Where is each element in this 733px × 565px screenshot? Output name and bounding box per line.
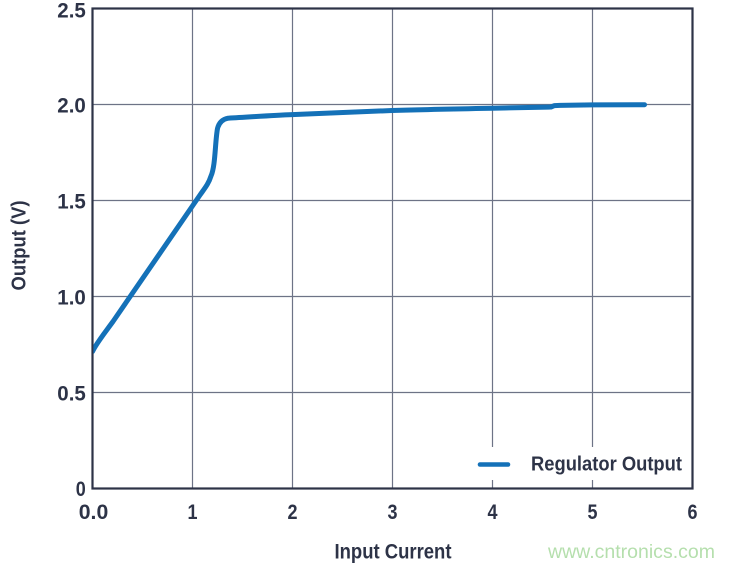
svg-text:6: 6 [688, 501, 698, 524]
svg-text:2.5: 2.5 [57, 0, 86, 23]
svg-text:5: 5 [588, 501, 598, 524]
svg-text:1: 1 [188, 501, 198, 524]
svg-text:Regulator Output: Regulator Output [531, 454, 682, 476]
svg-text:4: 4 [488, 501, 498, 524]
svg-text:Input Current: Input Current [335, 540, 452, 564]
svg-text:www.cntronics.com: www.cntronics.com [547, 542, 715, 563]
svg-text:3: 3 [388, 501, 398, 524]
svg-text:Output (V): Output (V) [9, 201, 31, 291]
svg-text:0.5: 0.5 [57, 383, 86, 406]
svg-text:0: 0 [76, 478, 86, 501]
svg-text:1.0: 1.0 [57, 287, 86, 310]
svg-text:2: 2 [288, 501, 298, 524]
svg-text:1.5: 1.5 [57, 191, 86, 214]
svg-text:2.0: 2.0 [57, 95, 86, 118]
svg-text:0.0: 0.0 [79, 501, 109, 524]
